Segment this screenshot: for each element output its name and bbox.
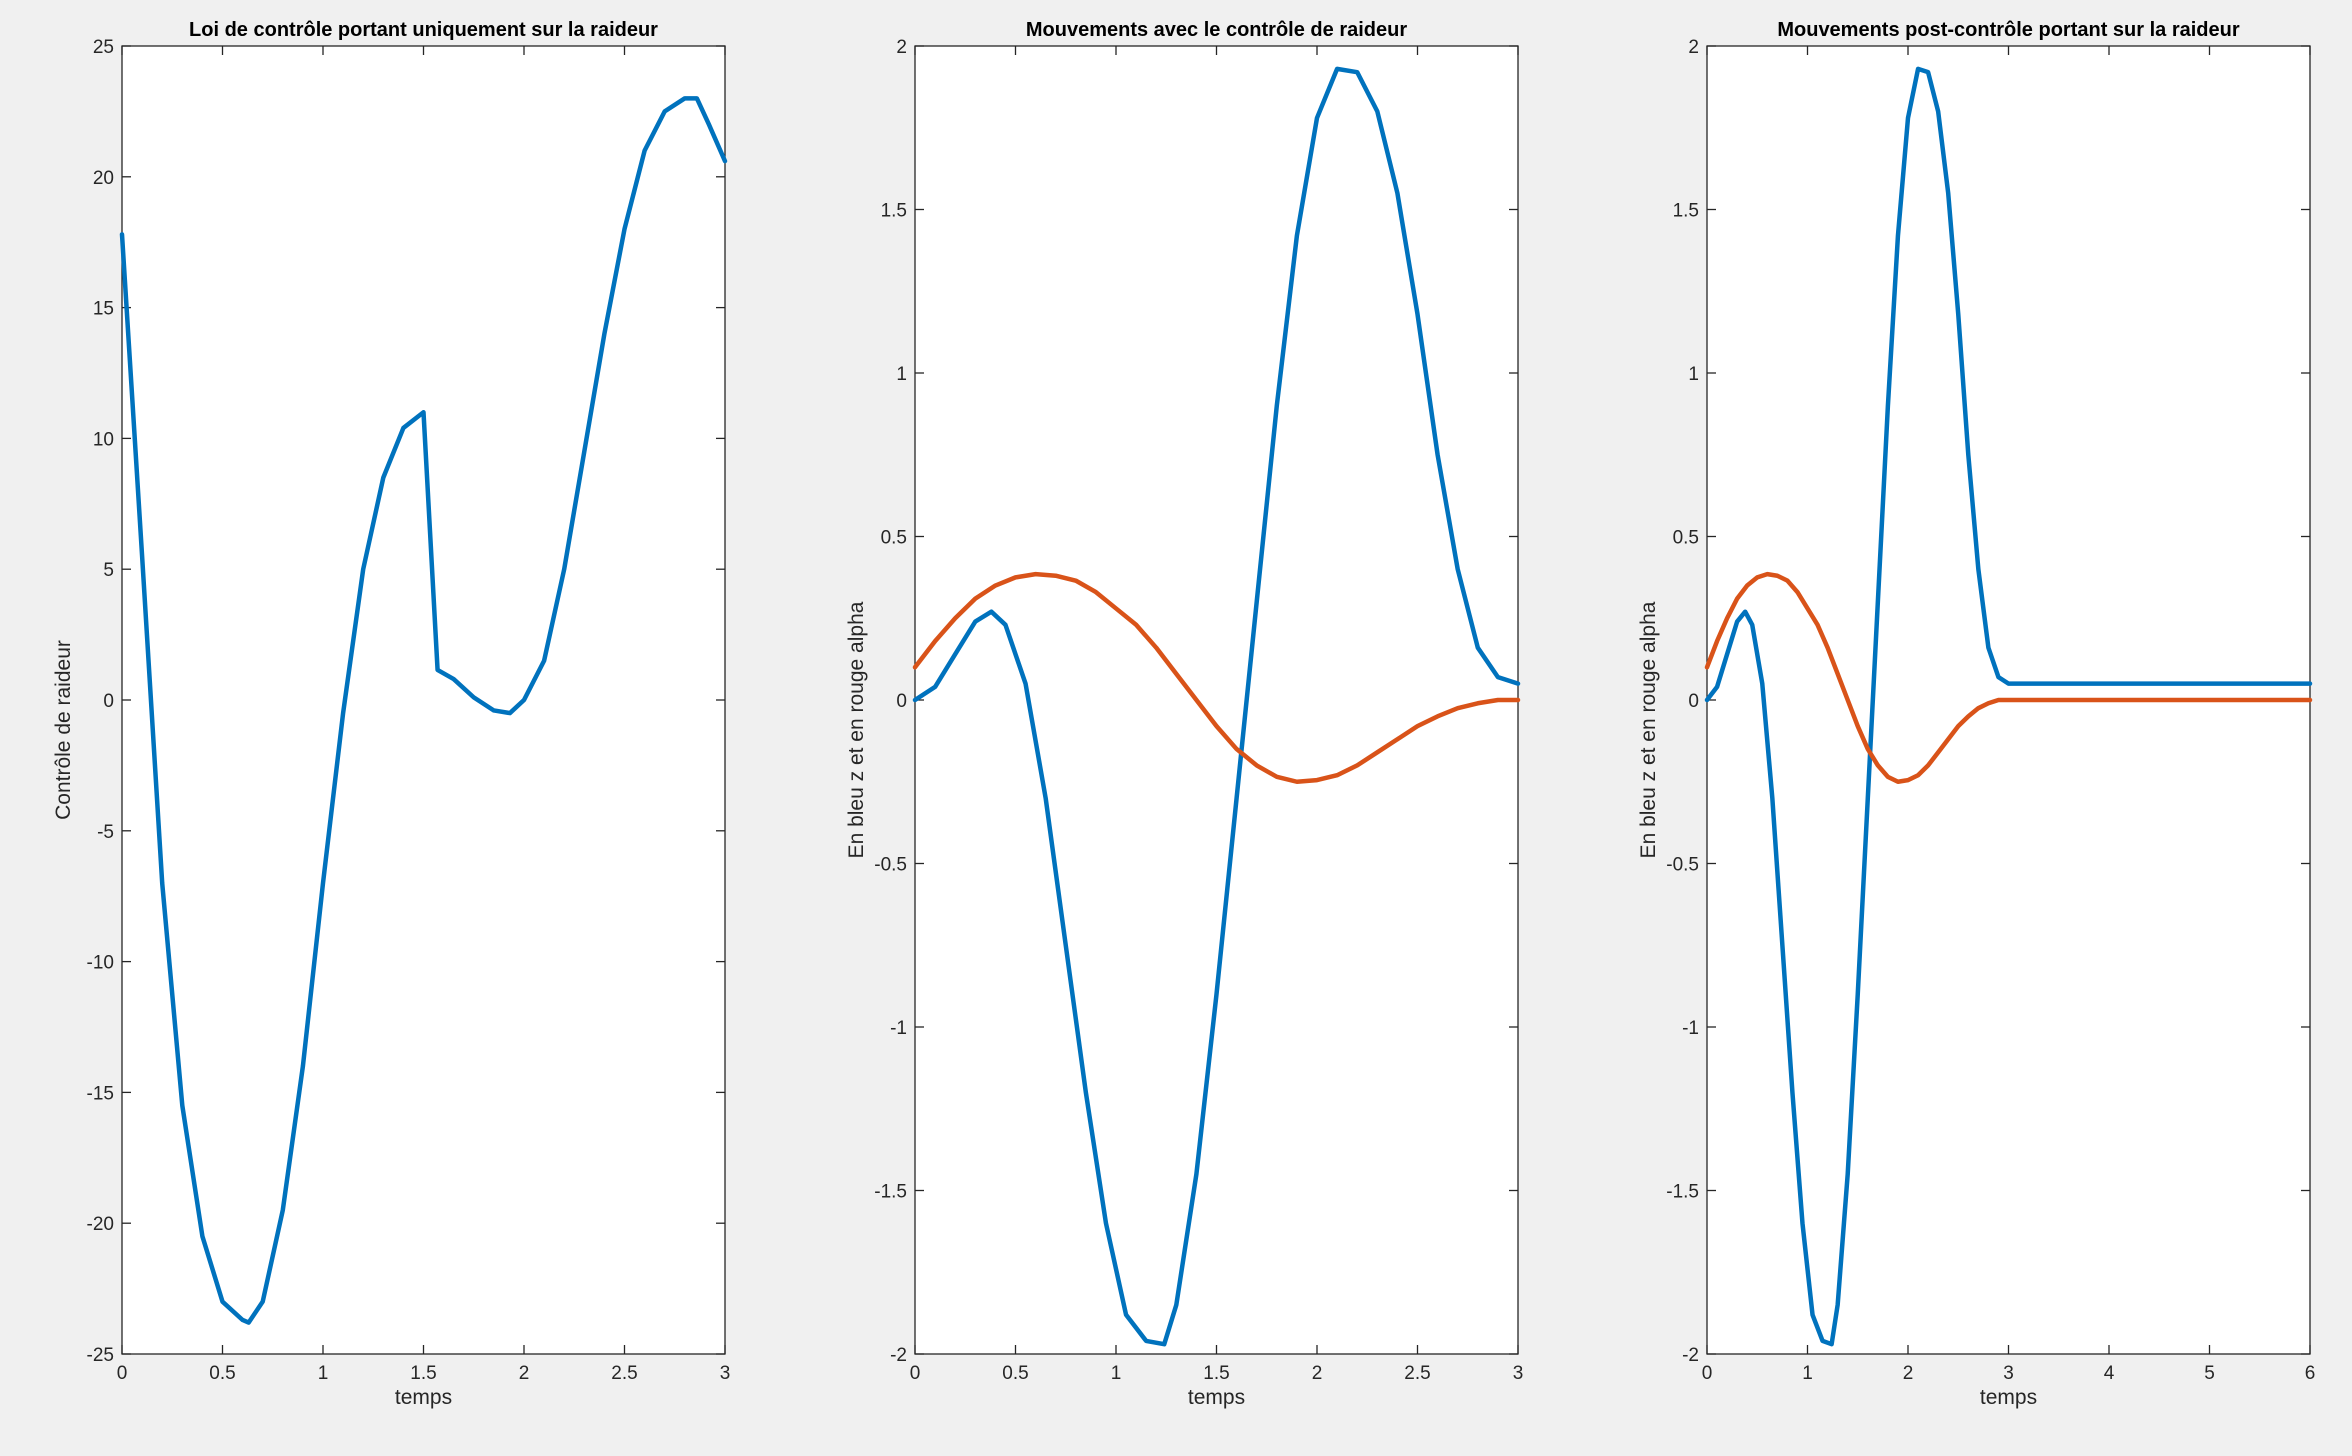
y-tick-label: 1.5 <box>881 201 907 222</box>
y-tick-label: -10 <box>87 953 114 974</box>
y-tick-label: -1.5 <box>1666 1182 1699 1203</box>
chart-panel-1: 0 0.5 1 1.5 2 2.5 3 -25 -20 -15 -10 -5 0 5 10 15 20 25 Loi… <box>52 19 730 1409</box>
y-tick-label: -25 <box>87 1345 114 1366</box>
y-tick-label: 20 <box>93 168 114 189</box>
y-tick-label: 1 <box>896 364 907 385</box>
y-tick-label: -2 <box>890 1345 907 1366</box>
y-tick-label: -1 <box>1682 1018 1699 1039</box>
y-tick-label: 0 <box>103 691 114 712</box>
y-tick-label: 0.5 <box>881 528 907 549</box>
y-tick-label: -2 <box>1682 1345 1699 1366</box>
x-tick-label: 0 <box>117 1363 128 1384</box>
y-tick-label: -5 <box>97 822 114 843</box>
x-tick-label: 1 <box>1802 1363 1813 1384</box>
y-tick-label: 5 <box>103 560 114 581</box>
y-tick-label: 0 <box>896 691 907 712</box>
y-tick-label: 0 <box>1688 691 1699 712</box>
x-tick-label: 2.5 <box>611 1363 637 1384</box>
y-tick-label: -20 <box>87 1214 114 1235</box>
x-tick-label: 4 <box>2104 1363 2115 1384</box>
x-tick-label: 1.5 <box>1203 1363 1229 1384</box>
y-tick-label: -1.5 <box>874 1182 907 1203</box>
y-tick-label: -1 <box>890 1018 907 1039</box>
x-tick-label: 1 <box>318 1363 329 1384</box>
x-tick-label: 2.5 <box>1404 1363 1430 1384</box>
y-tick-label: 2 <box>1688 37 1699 58</box>
x-tick-label: 3 <box>1513 1363 1524 1384</box>
y-tick-label: 25 <box>93 37 114 58</box>
series-line-1 <box>1704 66 2313 1347</box>
x-tick-label: 0.5 <box>1002 1363 1028 1384</box>
plot-area <box>914 45 1519 1355</box>
x-axis-label: temps <box>1188 1386 1245 1409</box>
series-line-1 <box>119 96 728 1325</box>
x-tick-label: 3 <box>2003 1363 2014 1384</box>
y-tick-label: 1.5 <box>1673 201 1699 222</box>
y-axis-label: Contrôle de raideur <box>52 640 75 820</box>
x-axis-label: temps <box>395 1386 452 1409</box>
y-tick-label: 10 <box>93 429 114 450</box>
y-tick-label: -15 <box>87 1083 114 1104</box>
y-tick-label: 0.5 <box>1673 528 1699 549</box>
chart-panel-3: 0 1 2 3 4 5 6 -2 -1.5 -1 -0.5 0 0.5 1 1.5 2 Mouvements p… <box>1637 19 2315 1409</box>
y-tick-label: 2 <box>896 37 907 58</box>
y-tick-label: 15 <box>93 299 114 320</box>
x-tick-label: 5 <box>2204 1363 2215 1384</box>
chart-title: Mouvements avec le contrôle de raideur <box>1026 19 1407 41</box>
y-tick-label: -0.5 <box>874 855 907 876</box>
x-tick-label: 0 <box>1702 1363 1713 1384</box>
plot-area <box>121 45 726 1355</box>
x-tick-label: 2 <box>1903 1363 1914 1384</box>
x-tick-label: 2 <box>519 1363 530 1384</box>
chart-panel-2: 0 0.5 1 1.5 2 2.5 3 -2 -1.5 -1 -0.5 0 0.5 1 1.5 2 Mouvem… <box>845 19 1523 1409</box>
y-axis-label: En bleu z et en rouge alpha <box>1637 601 1660 858</box>
y-axis-label: En bleu z et en rouge alpha <box>845 601 868 858</box>
series-line-2 <box>1704 571 2313 784</box>
x-tick-label: 0 <box>910 1363 921 1384</box>
x-tick-label: 6 <box>2305 1363 2316 1384</box>
x-tick-label: 1.5 <box>410 1363 436 1384</box>
y-tick-label: 1 <box>1688 364 1699 385</box>
x-axis-label: temps <box>1980 1386 2037 1409</box>
chart-title: Mouvements post-contrôle portant sur la … <box>1777 19 2240 41</box>
x-tick-label: 3 <box>720 1363 731 1384</box>
series-line-1 <box>912 66 1521 1347</box>
series-line-2 <box>912 571 1521 784</box>
chart-title: Loi de contrôle portant uniquement sur l… <box>189 19 658 41</box>
x-tick-label: 2 <box>1312 1363 1323 1384</box>
x-tick-label: 0.5 <box>209 1363 235 1384</box>
x-tick-label: 1 <box>1111 1363 1122 1384</box>
y-tick-label: -0.5 <box>1666 855 1699 876</box>
